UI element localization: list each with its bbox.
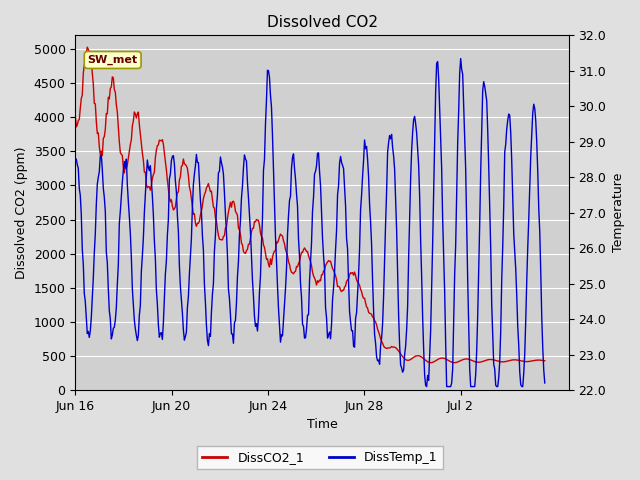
Y-axis label: Dissolved CO2 (ppm): Dissolved CO2 (ppm) [15, 146, 28, 279]
Text: SW_met: SW_met [88, 55, 138, 65]
X-axis label: Time: Time [307, 419, 337, 432]
Title: Dissolved CO2: Dissolved CO2 [267, 15, 378, 30]
Y-axis label: Temperature: Temperature [612, 173, 625, 252]
Legend: DissCO2_1, DissTemp_1: DissCO2_1, DissTemp_1 [197, 446, 443, 469]
